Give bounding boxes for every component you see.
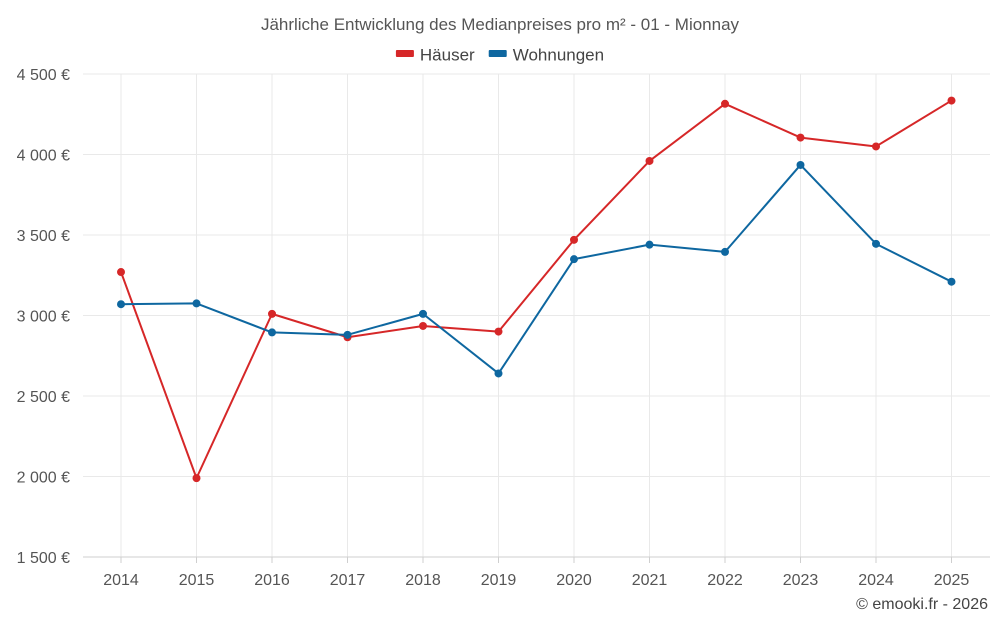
- series-line: [120, 163, 952, 375]
- credit-text: © emooki.fr - 2026: [856, 596, 988, 613]
- chart-legend: Häuser Wohnungen: [395, 45, 604, 64]
- data-point: [872, 142, 880, 151]
- y-axis: 1 500 € 2 000 € 2 500 € 3 000 € 3 500 € 4 000…: [17, 67, 70, 567]
- x-tick-label: 2024: [858, 572, 894, 589]
- x-tick-label: 2017: [330, 572, 366, 589]
- y-tick-label: 3 500 €: [17, 228, 70, 245]
- series-group: [117, 96, 956, 483]
- data-point: [419, 321, 427, 330]
- x-tick-label: 2020: [556, 572, 592, 589]
- data-point: [947, 277, 956, 286]
- data-point: [872, 239, 880, 248]
- data-point: [117, 268, 125, 277]
- x-tick-label: 2014: [103, 572, 139, 589]
- legend-item: Häuser: [395, 45, 475, 64]
- data-point: [721, 247, 729, 256]
- data-point: [268, 328, 276, 337]
- data-point: [192, 474, 201, 483]
- x-tick-label: 2015: [179, 572, 215, 589]
- data-point: [117, 300, 125, 309]
- legend-label: Häuser: [420, 45, 475, 64]
- y-tick-label: 3 000 €: [17, 309, 70, 326]
- x-tick-label: 2023: [783, 572, 819, 589]
- data-point: [796, 133, 805, 142]
- legend-item: Wohnungen: [488, 45, 604, 64]
- data-point: [268, 309, 276, 318]
- y-tick-label: 4 500 €: [17, 67, 70, 84]
- legend-label: Wohnungen: [513, 45, 604, 64]
- data-point: [796, 160, 805, 169]
- chart-title: Jährliche Entwicklung des Medianpreises …: [261, 15, 740, 34]
- y-tick-label: 2 500 €: [17, 389, 70, 406]
- data-point: [570, 255, 578, 264]
- data-point: [645, 156, 654, 165]
- data-point: [570, 235, 578, 244]
- data-point: [494, 327, 503, 336]
- x-axis: 2014 2015 2016 2017 2018 2019 2020 2021 2022 2023…: [83, 556, 990, 589]
- x-tick-label: 2019: [481, 572, 517, 589]
- x-tick-label: 2025: [934, 572, 970, 589]
- legend-swatch: [488, 50, 507, 57]
- y-tick-label: 4 000 €: [17, 148, 70, 165]
- legend-swatch: [395, 50, 414, 57]
- x-tick-label: 2022: [707, 572, 743, 589]
- data-point: [721, 99, 729, 108]
- data-point: [192, 299, 201, 308]
- data-point: [343, 330, 352, 339]
- data-point: [947, 96, 956, 105]
- data-point: [494, 369, 503, 378]
- x-tick-label: 2021: [632, 572, 668, 589]
- data-point: [419, 309, 427, 318]
- grid-lines: [83, 73, 990, 558]
- y-tick-label: 1 500 €: [17, 550, 70, 567]
- x-tick-label: 2016: [254, 572, 290, 589]
- series-line: [120, 99, 953, 480]
- x-tick-label: 2018: [405, 572, 441, 589]
- y-tick-label: 2 000 €: [17, 470, 70, 487]
- data-point: [645, 240, 654, 249]
